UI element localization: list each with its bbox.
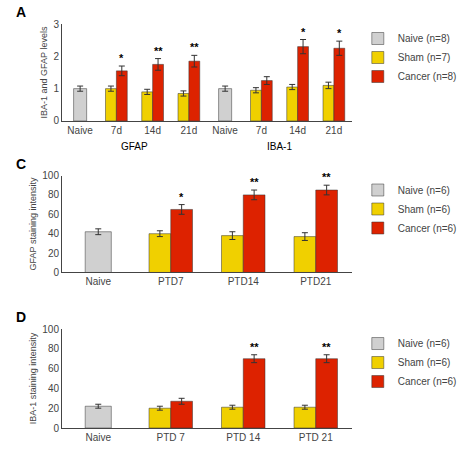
- svg-text:7d: 7d: [256, 125, 267, 136]
- svg-text:**: **: [154, 45, 163, 57]
- svg-text:PTD14: PTD14: [228, 276, 260, 287]
- svg-text:PTD 14: PTD 14: [226, 432, 260, 443]
- svg-text:**: **: [322, 341, 331, 353]
- svg-text:20: 20: [48, 248, 60, 259]
- svg-text:100: 100: [42, 170, 59, 181]
- svg-text:1: 1: [53, 83, 59, 94]
- svg-text:**: **: [322, 171, 331, 183]
- svg-text:GFAP: GFAP: [121, 141, 148, 152]
- svg-text:Naive (n=6): Naive (n=6): [398, 338, 450, 349]
- svg-text:60: 60: [48, 209, 60, 220]
- svg-text:Sham (n=6): Sham (n=6): [398, 204, 451, 215]
- svg-text:80: 80: [48, 189, 60, 200]
- svg-text:Cancer (n=6): Cancer (n=6): [398, 223, 457, 234]
- svg-text:Naive (n=8): Naive (n=8): [398, 33, 450, 44]
- svg-text:Cancer (n=6): Cancer (n=6): [398, 376, 457, 387]
- svg-text:PTD 21: PTD 21: [299, 432, 333, 443]
- svg-text:0: 0: [53, 423, 59, 434]
- svg-text:*: *: [337, 27, 342, 39]
- svg-text:80: 80: [48, 343, 60, 354]
- svg-text:Naive (n=6): Naive (n=6): [398, 185, 450, 196]
- svg-text:21d: 21d: [181, 125, 198, 136]
- svg-text:IBA-1 staining intensity: IBA-1 staining intensity: [28, 332, 38, 424]
- svg-text:Sham (n=7): Sham (n=7): [398, 52, 451, 63]
- svg-text:Cancer (n=8): Cancer (n=8): [398, 71, 457, 82]
- svg-text:3: 3: [53, 19, 59, 30]
- svg-text:PTD21: PTD21: [300, 276, 332, 287]
- svg-text:**: **: [190, 41, 199, 53]
- svg-text:Naive: Naive: [85, 276, 111, 287]
- svg-text:Naive: Naive: [212, 125, 238, 136]
- svg-text:A: A: [16, 4, 26, 20]
- svg-text:14d: 14d: [144, 125, 161, 136]
- svg-text:40: 40: [48, 383, 60, 394]
- svg-text:PTD 7: PTD 7: [157, 432, 186, 443]
- svg-text:2: 2: [53, 51, 59, 62]
- svg-text:20: 20: [48, 403, 60, 414]
- svg-text:D: D: [16, 309, 26, 325]
- svg-text:0: 0: [53, 115, 59, 126]
- svg-text:Sham (n=6): Sham (n=6): [398, 357, 451, 368]
- svg-text:14d: 14d: [289, 125, 306, 136]
- svg-text:40: 40: [48, 228, 60, 239]
- svg-text:PTD7: PTD7: [158, 276, 184, 287]
- svg-text:60: 60: [48, 363, 60, 374]
- svg-text:*: *: [179, 191, 184, 203]
- svg-text:21d: 21d: [326, 125, 343, 136]
- svg-text:0: 0: [53, 267, 59, 278]
- svg-text:Naive: Naive: [67, 125, 93, 136]
- svg-text:7d: 7d: [111, 125, 122, 136]
- svg-text:*: *: [119, 52, 124, 64]
- svg-text:100: 100: [42, 324, 59, 335]
- svg-text:C: C: [16, 156, 26, 172]
- svg-text:Naive: Naive: [85, 432, 111, 443]
- svg-text:IBA-1: IBA-1: [267, 141, 292, 152]
- svg-text:**: **: [250, 176, 259, 188]
- svg-text:**: **: [250, 341, 259, 353]
- svg-text:*: *: [301, 26, 306, 38]
- svg-text:IBA-1 and GFAP levels: IBA-1 and GFAP levels: [39, 26, 49, 118]
- svg-text:GFAP staining intensity: GFAP staining intensity: [28, 177, 38, 270]
